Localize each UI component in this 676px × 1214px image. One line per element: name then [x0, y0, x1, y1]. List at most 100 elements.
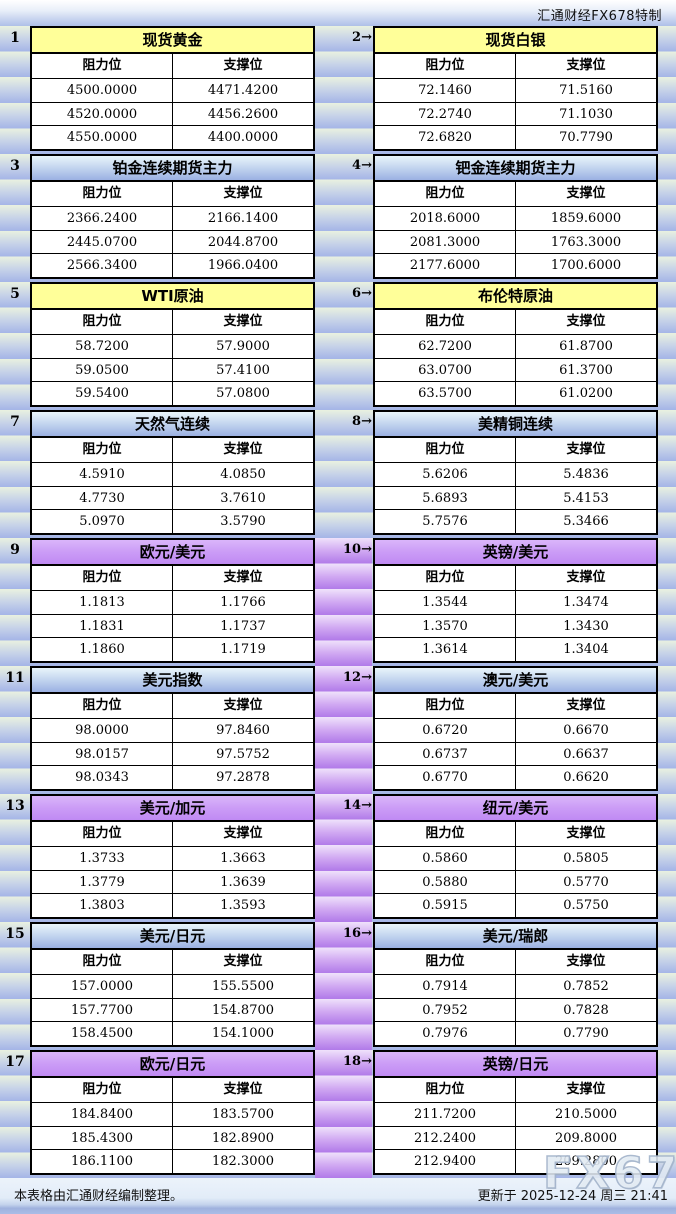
panel-title: WTI原油 [32, 284, 313, 310]
row-number-badge: 13 [5, 798, 25, 814]
top-brand-bar: 汇通财经FX678特制 [0, 0, 676, 26]
panel-title: 现货黄金 [32, 28, 313, 54]
support-value: 209.2800 [515, 1150, 656, 1174]
resistance-value: 1.3614 [422, 642, 468, 658]
resistance-value: 0.5915 [422, 898, 468, 914]
support-header: 支撑位 [172, 54, 313, 78]
panel-6: 布伦特原油 阻力位 支撑位 62.7200 61.8700 63.0700 61.3700 6… [373, 282, 658, 407]
panel-rows: 62.7200 61.8700 63.0700 61.3700 63.5700 61.02… [375, 335, 656, 406]
table-row: 58.7200 57.9000 [32, 335, 313, 358]
row-number-badge: 9 [10, 542, 20, 558]
support-value: 71.1030 [515, 102, 656, 126]
table-row: 0.5860 0.5805 [375, 847, 656, 870]
table-row: 212.9400 209.2800 [375, 1149, 656, 1174]
support-value: 4456.2600 [172, 102, 313, 126]
table-row: 0.7914 0.7852 [375, 975, 656, 998]
resistance-value: 1.3733 [79, 850, 125, 866]
table-row: 2018.6000 1859.6000 [375, 207, 656, 230]
resistance-value: 0.6720 [422, 722, 468, 738]
support-header: 支撑位 [515, 54, 656, 78]
panel-title: 铂金连续期货主力 [32, 156, 313, 182]
resistance-value: 98.0157 [75, 746, 129, 762]
column-headers: 阻力位 支撑位 [32, 438, 313, 463]
right-spacer [658, 282, 676, 410]
column-headers: 阻力位 支撑位 [32, 54, 313, 79]
resistance-value: 0.7976 [422, 1026, 468, 1042]
resistance-header: 阻力位 [82, 954, 122, 969]
table-row: 4550.0000 4400.0000 [32, 125, 313, 150]
support-value: 1763.3000 [515, 230, 656, 254]
panel-8: 美精铜连续 阻力位 支撑位 5.6206 5.4836 5.6893 5.4153 5.757… [373, 410, 658, 535]
panel-rows: 72.1460 71.5160 72.2740 71.1030 72.6820 70.77… [375, 79, 656, 150]
row-number-badge: 2→ [352, 30, 372, 45]
resistance-value: 4550.0000 [66, 130, 138, 146]
table-row: 211.7200 210.5000 [375, 1103, 656, 1126]
support-value: 5.4153 [515, 486, 656, 510]
column-headers: 阻力位 支撑位 [375, 54, 656, 79]
resistance-value: 212.9400 [413, 1154, 477, 1170]
block-row: 13 美元/加元 阻力位 支撑位 1.3733 1.3663 1.3779 1.3639 1.3… [0, 794, 676, 922]
support-value: 1.3430 [515, 614, 656, 638]
table-row: 4520.0000 4456.2600 [32, 101, 313, 126]
table-row: 2445.0700 2044.8700 [32, 229, 313, 254]
resistance-header: 阻力位 [82, 314, 122, 329]
table-row: 158.4500 154.1000 [32, 1021, 313, 1046]
right-spacer [658, 154, 676, 282]
table-row: 0.7976 0.7790 [375, 1021, 656, 1046]
footer-bar: 本表格由汇通财经编制整理。 更新于 2025-12-24 周三 21:41 [0, 1178, 676, 1214]
support-value: 97.2878 [172, 766, 313, 790]
support-value: 4.0850 [172, 463, 313, 486]
support-value: 3.5790 [172, 510, 313, 534]
column-headers: 阻力位 支撑位 [32, 566, 313, 591]
panels-grid: 1 现货黄金 阻力位 支撑位 4500.0000 4471.4200 4520.0000 44… [0, 26, 676, 1178]
resistance-value: 1.3544 [422, 594, 468, 610]
support-value: 97.5752 [172, 742, 313, 766]
panel-12: 澳元/美元 阻力位 支撑位 0.6720 0.6670 0.6737 0.6637 0.677… [373, 666, 658, 791]
resistance-value: 59.0500 [75, 362, 129, 378]
support-value: 0.7852 [515, 975, 656, 998]
resistance-value: 4520.0000 [66, 106, 138, 122]
resistance-value: 0.7952 [422, 1002, 468, 1018]
resistance-value: 4500.0000 [66, 82, 138, 98]
row-number-badge: 1 [10, 30, 20, 46]
resistance-value: 72.2740 [418, 106, 472, 122]
support-value: 1.1766 [172, 591, 313, 614]
support-header: 支撑位 [172, 822, 313, 846]
resistance-value: 2081.3000 [409, 234, 481, 250]
resistance-value: 63.0700 [418, 362, 472, 378]
table-row: 4.5910 4.0850 [32, 463, 313, 486]
support-value: 1.1737 [172, 614, 313, 638]
column-headers: 阻力位 支撑位 [375, 1078, 656, 1103]
panel-title: 澳元/美元 [375, 668, 656, 694]
right-spacer [658, 410, 676, 538]
resistance-header: 阻力位 [82, 826, 122, 841]
resistance-value: 72.6820 [418, 130, 472, 146]
panel-9: 欧元/美元 阻力位 支撑位 1.1813 1.1766 1.1831 1.1737 1.186… [30, 538, 315, 663]
row-number-badge: 12→ [343, 670, 372, 685]
support-header: 支撑位 [172, 310, 313, 334]
support-value: 1.3474 [515, 591, 656, 614]
table-row: 0.5880 0.5770 [375, 869, 656, 894]
update-timestamp: 更新于 2025-12-24 周三 21:41 [477, 1189, 668, 1204]
table-row: 98.0000 97.8460 [32, 719, 313, 742]
support-header: 支撑位 [515, 438, 656, 462]
table-row: 186.1100 182.3000 [32, 1149, 313, 1174]
panel-title: 钯金连续期货主力 [375, 156, 656, 182]
row-number-badge: 3 [10, 158, 20, 174]
panel-title: 美元/瑞郎 [375, 924, 656, 950]
support-header: 支撑位 [515, 822, 656, 846]
panel-rows: 1.3733 1.3663 1.3779 1.3639 1.3803 1.3593 [32, 847, 313, 918]
table-row: 0.7952 0.7828 [375, 997, 656, 1022]
resistance-value: 0.5880 [422, 874, 468, 890]
resistance-value: 157.0000 [70, 978, 134, 994]
table-row: 5.6206 5.4836 [375, 463, 656, 486]
column-headers: 阻力位 支撑位 [375, 566, 656, 591]
resistance-value: 2566.3400 [66, 258, 138, 274]
table-row: 72.1460 71.5160 [375, 79, 656, 102]
resistance-value: 184.8400 [70, 1106, 134, 1122]
right-spacer [658, 794, 676, 922]
panel-15: 美元/日元 阻力位 支撑位 157.0000 155.5500 157.7700 154.8… [30, 922, 315, 1047]
resistance-header: 阻力位 [425, 442, 465, 457]
support-value: 1.3404 [515, 638, 656, 662]
resistance-header: 阻力位 [425, 314, 465, 329]
